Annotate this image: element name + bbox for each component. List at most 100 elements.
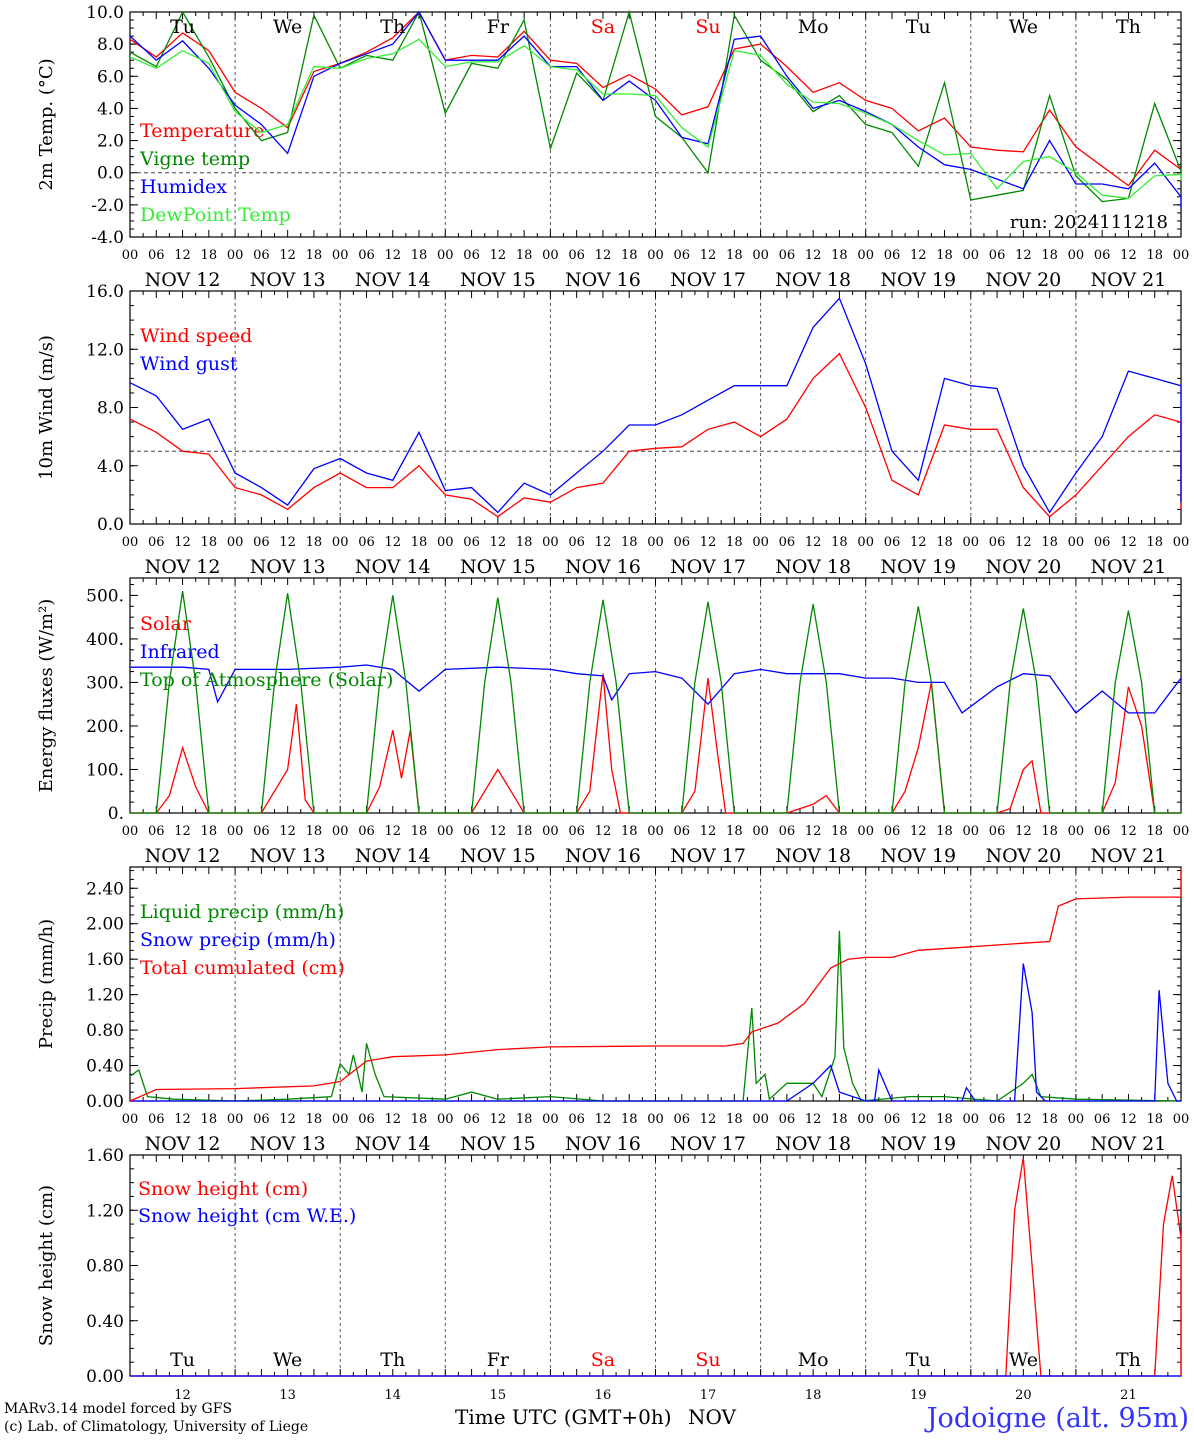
y-tick-label: 200. xyxy=(86,717,124,737)
legend-entry: Snow precip (mm/h) xyxy=(140,929,336,951)
date-label: NOV 16 xyxy=(565,845,641,867)
hour-tick-label: 00 xyxy=(542,1112,559,1127)
hour-tick-label: 18 xyxy=(411,1112,428,1127)
hour-tick-label: 06 xyxy=(1094,248,1111,263)
hour-tick-label: 00 xyxy=(1068,1112,1085,1127)
weekday-label: Fr xyxy=(487,16,510,38)
hour-tick-label: 18 xyxy=(516,535,533,550)
hour-tick-label: 18 xyxy=(1146,1112,1163,1127)
date-label: NOV 13 xyxy=(250,556,326,578)
weekday-label: Th xyxy=(1116,16,1141,38)
hour-tick-label: 06 xyxy=(884,824,901,839)
hour-tick-label: 18 xyxy=(306,248,323,263)
date-label: NOV 12 xyxy=(145,556,221,578)
date-label: NOV 14 xyxy=(355,845,431,867)
hour-tick-label: 18 xyxy=(1041,824,1058,839)
legend-entry: Infrared xyxy=(140,641,220,663)
hour-tick-label: 18 xyxy=(726,824,743,839)
date-label: NOV 17 xyxy=(670,269,746,291)
hour-tick-label: 00 xyxy=(122,1112,139,1127)
y-tick-label: 0.0 xyxy=(97,164,124,184)
hour-tick-label: 06 xyxy=(674,248,691,263)
hour-tick-label: 00 xyxy=(227,1112,244,1127)
hour-tick-label: 12 xyxy=(279,1112,296,1127)
hour-tick-label: 00 xyxy=(963,1112,980,1127)
hour-tick-label: 00 xyxy=(752,535,769,550)
hour-tick-label: 00 xyxy=(963,824,980,839)
date-label: NOV 20 xyxy=(985,269,1061,291)
weekday-label: Sa xyxy=(591,16,615,38)
y-tick-label: 500. xyxy=(86,586,124,606)
hour-tick-label: 12 xyxy=(1120,824,1137,839)
hour-tick-label: 00 xyxy=(122,248,139,263)
y-tick-label: 8.0 xyxy=(97,399,124,419)
hour-tick-label: 06 xyxy=(463,248,480,263)
hour-tick-label: 18 xyxy=(516,248,533,263)
day-number-label: 16 xyxy=(595,1388,612,1403)
hour-tick-label: 12 xyxy=(174,248,191,263)
hour-tick-label: 00 xyxy=(857,824,874,839)
hour-tick-label: 06 xyxy=(884,535,901,550)
hour-tick-label: 00 xyxy=(227,824,244,839)
hour-tick-label: 00 xyxy=(647,248,664,263)
hour-tick-label: 18 xyxy=(726,248,743,263)
weekday-label: We xyxy=(1009,16,1038,38)
hour-tick-label: 12 xyxy=(279,824,296,839)
weekday-label: Tu xyxy=(906,16,931,38)
hour-tick-label: 12 xyxy=(279,535,296,550)
hour-tick-label: 12 xyxy=(279,248,296,263)
y-tick-label: 4.0 xyxy=(97,457,124,477)
hour-tick-label: 06 xyxy=(568,824,585,839)
hour-tick-label: 00 xyxy=(1173,535,1190,550)
date-label: NOV 16 xyxy=(565,1133,641,1155)
y-axis-title: Snow height (cm) xyxy=(36,1185,57,1346)
x-axis-title: Time UTC (GMT+0h) xyxy=(455,1405,672,1429)
weekday-label: Fr xyxy=(487,1349,510,1371)
hour-tick-label: 06 xyxy=(989,248,1006,263)
date-label: NOV 20 xyxy=(985,845,1061,867)
date-label: NOV 14 xyxy=(355,269,431,291)
date-label: NOV 15 xyxy=(460,1133,536,1155)
hour-tick-label: 06 xyxy=(148,824,165,839)
hour-tick-label: 06 xyxy=(463,824,480,839)
hour-tick-label: 18 xyxy=(831,1112,848,1127)
hour-tick-label: 00 xyxy=(542,824,559,839)
hour-tick-label: 12 xyxy=(595,1112,612,1127)
hour-tick-label: 18 xyxy=(1146,824,1163,839)
weekday-label: We xyxy=(1009,1349,1038,1371)
hour-tick-label: 18 xyxy=(201,1112,218,1127)
hour-tick-label: 12 xyxy=(1015,824,1032,839)
day-number-label: 20 xyxy=(1015,1388,1032,1403)
legend-entry: Solar xyxy=(140,613,192,635)
date-label: NOV 19 xyxy=(880,269,956,291)
hour-tick-label: 06 xyxy=(358,248,375,263)
y-axis-title: 2m Temp. (°C) xyxy=(36,58,57,190)
weekday-label: We xyxy=(273,16,302,38)
hour-tick-label: 18 xyxy=(621,248,638,263)
day-number-label: 12 xyxy=(174,1388,191,1403)
weekday-label: Th xyxy=(1116,1349,1141,1371)
y-tick-label: 0.80 xyxy=(86,1021,124,1041)
date-label: NOV 18 xyxy=(775,556,851,578)
hour-tick-label: 12 xyxy=(1120,1112,1137,1127)
hour-tick-label: 12 xyxy=(805,535,822,550)
date-label: NOV 21 xyxy=(1091,556,1167,578)
hour-tick-label: 18 xyxy=(306,1112,323,1127)
date-label: NOV 19 xyxy=(880,845,956,867)
y-tick-label: 10.0 xyxy=(86,3,124,23)
y-tick-label: 2.00 xyxy=(86,915,124,935)
legend-entry: Humidex xyxy=(140,176,227,198)
date-label: NOV 12 xyxy=(145,269,221,291)
hour-tick-label: 18 xyxy=(201,248,218,263)
hour-tick-label: 06 xyxy=(148,248,165,263)
y-tick-label: 1.60 xyxy=(86,1146,124,1166)
hour-tick-label: 06 xyxy=(568,248,585,263)
date-label: NOV 17 xyxy=(670,1133,746,1155)
hour-tick-label: 12 xyxy=(1015,1112,1032,1127)
series-line-infrared xyxy=(130,664,1182,714)
hour-tick-label: 00 xyxy=(647,535,664,550)
hour-tick-label: 06 xyxy=(674,824,691,839)
hour-tick-label: 00 xyxy=(542,535,559,550)
model-credit: MARv3.14 model forced by GFS xyxy=(4,1401,233,1417)
y-tick-label: 100. xyxy=(86,760,124,780)
